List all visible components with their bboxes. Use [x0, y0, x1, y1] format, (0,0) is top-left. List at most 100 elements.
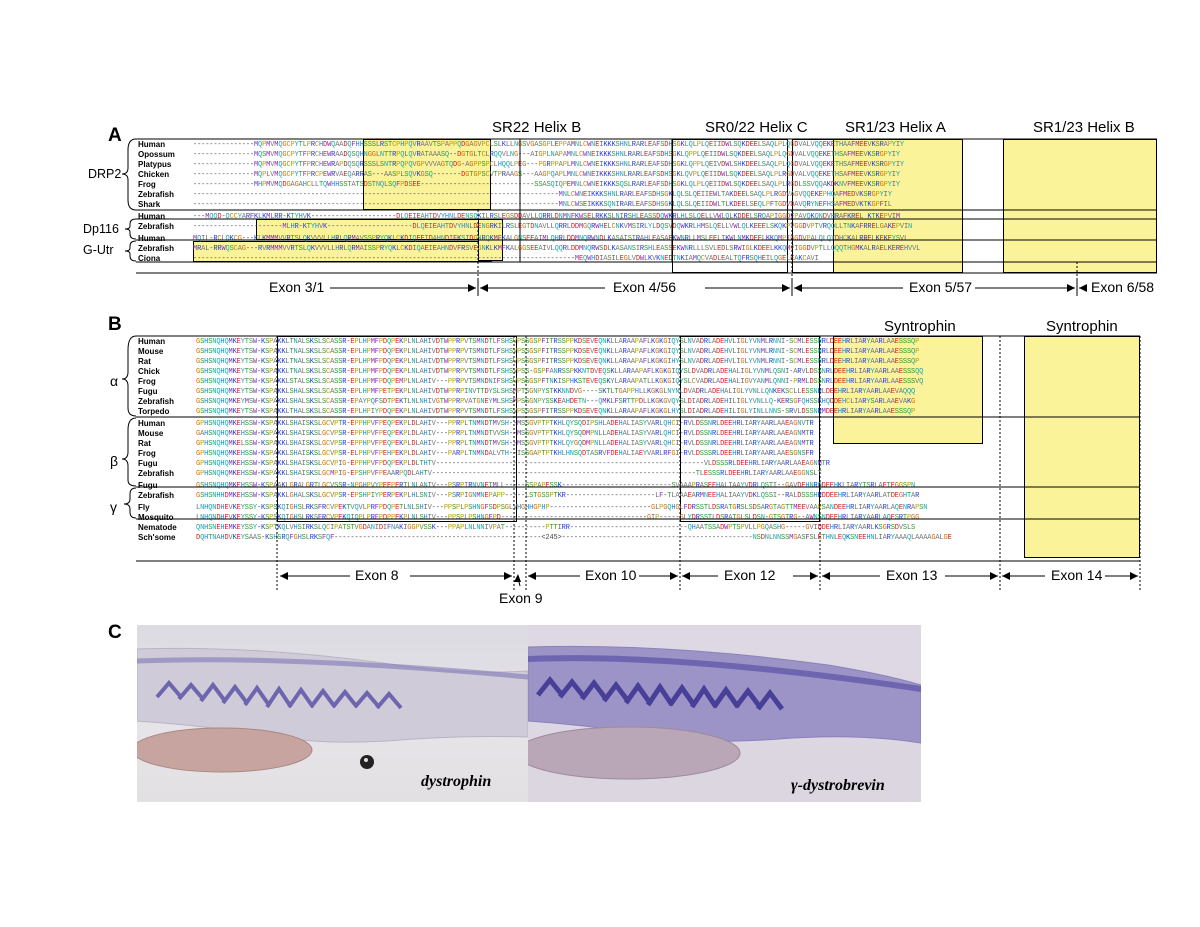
- highlight-box: [1024, 336, 1140, 558]
- species-label: Zebrafish: [138, 469, 175, 478]
- sequence-row: ---------------MHPMVMQDGAGAHCLLTQWHHSSTA…: [193, 181, 900, 189]
- sequence-row: GSHSNQHQMKEYTSW-KSPAKKLTHALSKSLSCASSR-EP…: [196, 408, 916, 416]
- species-label: Human: [138, 419, 166, 428]
- image-label-dystrophin: dystrophin: [421, 773, 492, 790]
- sequence-row: ----------------------------------------…: [193, 255, 819, 263]
- exon-label: Exon 3/1: [266, 279, 328, 295]
- bracket-dp116: [124, 218, 137, 240]
- panel-b-letter: B: [108, 314, 122, 335]
- sequence-row: GSHSNHHDMKEHSSW-KSPAKKLGHALSKSLGCVPSR-EP…: [196, 492, 920, 500]
- group-label-dp116: Dp116: [83, 222, 119, 236]
- sequence-row: GSHSNQHQMKEYTSW-KSPAKKLSHALSKSLSCASSR-EP…: [196, 388, 916, 396]
- species-label: Mouse: [138, 429, 164, 438]
- exon-label: Exon 14: [1048, 567, 1106, 583]
- sequence-row: GAHSNQHQMKEHSSW-KSPAKKLSHAISKSLGCVPSR-EP…: [196, 430, 814, 438]
- species-label: Torpedo: [138, 407, 170, 416]
- sequence-row: GPHSNQHQMKEHSSW-KSPAKKLSHAISKSLGCMPIG-EP…: [196, 470, 822, 478]
- bracket-gamma: [123, 487, 137, 519]
- species-label: Mouse: [138, 347, 164, 356]
- sequence-row: GSHSNQHQMKEYTSW-KSPAKKLSTALSKSLSCASSR-EP…: [196, 378, 924, 386]
- bracket-alpha: [121, 335, 137, 417]
- species-label: Zebrafish: [138, 491, 175, 500]
- sequence-row: GSHSNQHQMKEYTSW-KSPAKKLTNALSKSLSCASSR-EP…: [196, 368, 924, 376]
- species-label: Shark: [138, 200, 161, 209]
- species-label: Fugu: [138, 459, 158, 468]
- helix-label-sr123a: SR1/23 Helix A: [845, 119, 946, 136]
- bracket-gutr: [124, 240, 137, 262]
- species-label: Frog: [138, 449, 156, 458]
- species-list-a: Human Opossum Platypus Chicken Frog Zebr…: [138, 140, 175, 264]
- species-label: Human: [138, 337, 166, 346]
- species-label: Human: [138, 140, 166, 149]
- species-label: Chick: [138, 367, 160, 376]
- species-label: Rat: [138, 357, 151, 366]
- alignment-b: GSHSNQHQMKEYTSW-KSPAKKLTNALSKSLSCASSR-EP…: [196, 337, 1140, 543]
- image-label-gamma-dystrobrevin: γ-dystrobrevin: [791, 777, 885, 794]
- embryo-image-gamma-dystrobrevin: γ-dystrobrevin: [528, 625, 921, 802]
- sequence-row: GPHSNQHQMKEHSSW-KSPAKKLSHAISKSLGCVPSR-EL…: [196, 450, 814, 458]
- group-label-alpha: α: [110, 373, 119, 389]
- exon-label: Exon 9: [496, 590, 546, 606]
- sequence-row: ---MQQD-QCCYARFKLKMLRR-KTYHVK-----------…: [193, 213, 900, 221]
- helix-label-syntrophin-2: Syntrophin: [1046, 318, 1118, 335]
- exon-label: Exon 13: [883, 567, 941, 583]
- helix-label-sr123b: SR1/23 Helix B: [1033, 119, 1135, 136]
- species-label: Zebrafish: [138, 244, 175, 253]
- species-label: Ciona: [138, 254, 161, 263]
- species-label: Human: [138, 234, 166, 243]
- sequence-row: GSHSNQHQMKEYMSW-KSPAKKLSHALSKSLSCASSR-EP…: [196, 398, 916, 406]
- helix-label-sr022c: SR0/22 Helix C: [705, 119, 808, 136]
- alignment-a: ---------------MQPMVMQGCPYTLPRCHDWQAADQF…: [193, 140, 1156, 264]
- species-label: Sch'some: [138, 533, 176, 542]
- highlight-box: [363, 139, 491, 210]
- species-list-b: Human Mouse Rat Chick Frog Fugu Zebrafis…: [138, 337, 177, 543]
- sequence-row: MQIL-RCLQKCG---KLKMMMVVRTSLQKVVVLLHRLQRM…: [193, 235, 908, 243]
- exon-label: Exon 12: [721, 567, 779, 583]
- embryo-image-dystrophin: dystrophin: [137, 625, 528, 802]
- sequence-row: GSHSNQHQMKEHSSW-KSPAAKLGRALGRTLGCVSSR-NP…: [196, 482, 916, 490]
- highlight-box: [833, 336, 983, 444]
- species-label: Nematode: [138, 523, 177, 532]
- species-label: Fugu: [138, 387, 158, 396]
- exon-label: Exon 10: [582, 567, 640, 583]
- exon-label: Exon 4/56: [610, 279, 680, 295]
- sequence-row: GSHSNQHQMKEYTSW-KSPAKKLTNALSKSLSCASSR-EP…: [196, 338, 920, 346]
- bracket-drp2: [121, 138, 137, 211]
- helix-label-syntrophin-1: Syntrophin: [884, 318, 956, 335]
- species-label: Chicken: [138, 170, 170, 179]
- panel-c-letter: C: [108, 622, 122, 643]
- species-label: Zebrafish: [138, 397, 175, 406]
- sequence-row: ---------------MQPMVMQGCPYTFPRCHEWRAPDQS…: [193, 161, 904, 169]
- species-label: Mosquito: [138, 513, 174, 522]
- sequence-row: ----------------------------------------…: [193, 201, 892, 209]
- species-label: Frog: [138, 377, 156, 386]
- sequence-row: GPHSNQHQMKEHSSW-KSPAKKLSHAISKSLGCVPTR-EP…: [196, 420, 814, 428]
- exon-label: Exon 8: [352, 567, 402, 583]
- species-label: Zebrafish: [138, 222, 175, 231]
- species-label: Opossum: [138, 150, 175, 159]
- species-label: Fly: [138, 503, 150, 512]
- sequence-row: ---------------MQPLVMQGCPYTFPRCPEWRVAEQA…: [193, 171, 900, 179]
- panel-a-letter: A: [108, 125, 122, 146]
- sequence-row: ---------------MQSMVMQGCPYTFPRCHEWRAADQS…: [193, 151, 900, 159]
- group-label-drp2: DRP2: [88, 167, 122, 181]
- sequence-row: GPHSNQHQMKELSSW-KSPAKKLSHAISKSLGCVPSR-EP…: [196, 440, 814, 448]
- group-label-beta: β: [110, 453, 119, 469]
- exon-label: Exon 5/57: [906, 279, 976, 295]
- species-label: Zebrafish: [138, 190, 175, 199]
- sequence-row: MRAL-RRWQSCAG---RVRMMMVVRTSLQKVVVLLHRLQR…: [193, 245, 921, 253]
- sequence-row: LNHQNDHEVKEYSSY-KSPSKQIGHSLRKSFRCVPEKTVQ…: [196, 504, 928, 512]
- species-label: Fugu: [138, 481, 158, 490]
- sequence-row: ----------------------------------------…: [193, 191, 892, 199]
- species-label: Human: [138, 212, 166, 221]
- sequence-row: GSHSNQHQMKEYTSW-KSPAKKLTNALSKSLSCASSR-EP…: [196, 358, 920, 366]
- species-label: Platypus: [138, 160, 172, 169]
- bracket-beta: [121, 417, 137, 487]
- group-label-gutr: G-Utr: [83, 243, 114, 257]
- exon-label: Exon 6/58: [1088, 279, 1158, 295]
- species-label: Frog: [138, 180, 156, 189]
- sequence-row: GSHSNQHQMKEYTSW-KSPAKKLTNALSKSLSCASSR-EP…: [196, 348, 920, 356]
- group-label-gamma: γ: [110, 499, 117, 515]
- species-label: Rat: [138, 439, 151, 448]
